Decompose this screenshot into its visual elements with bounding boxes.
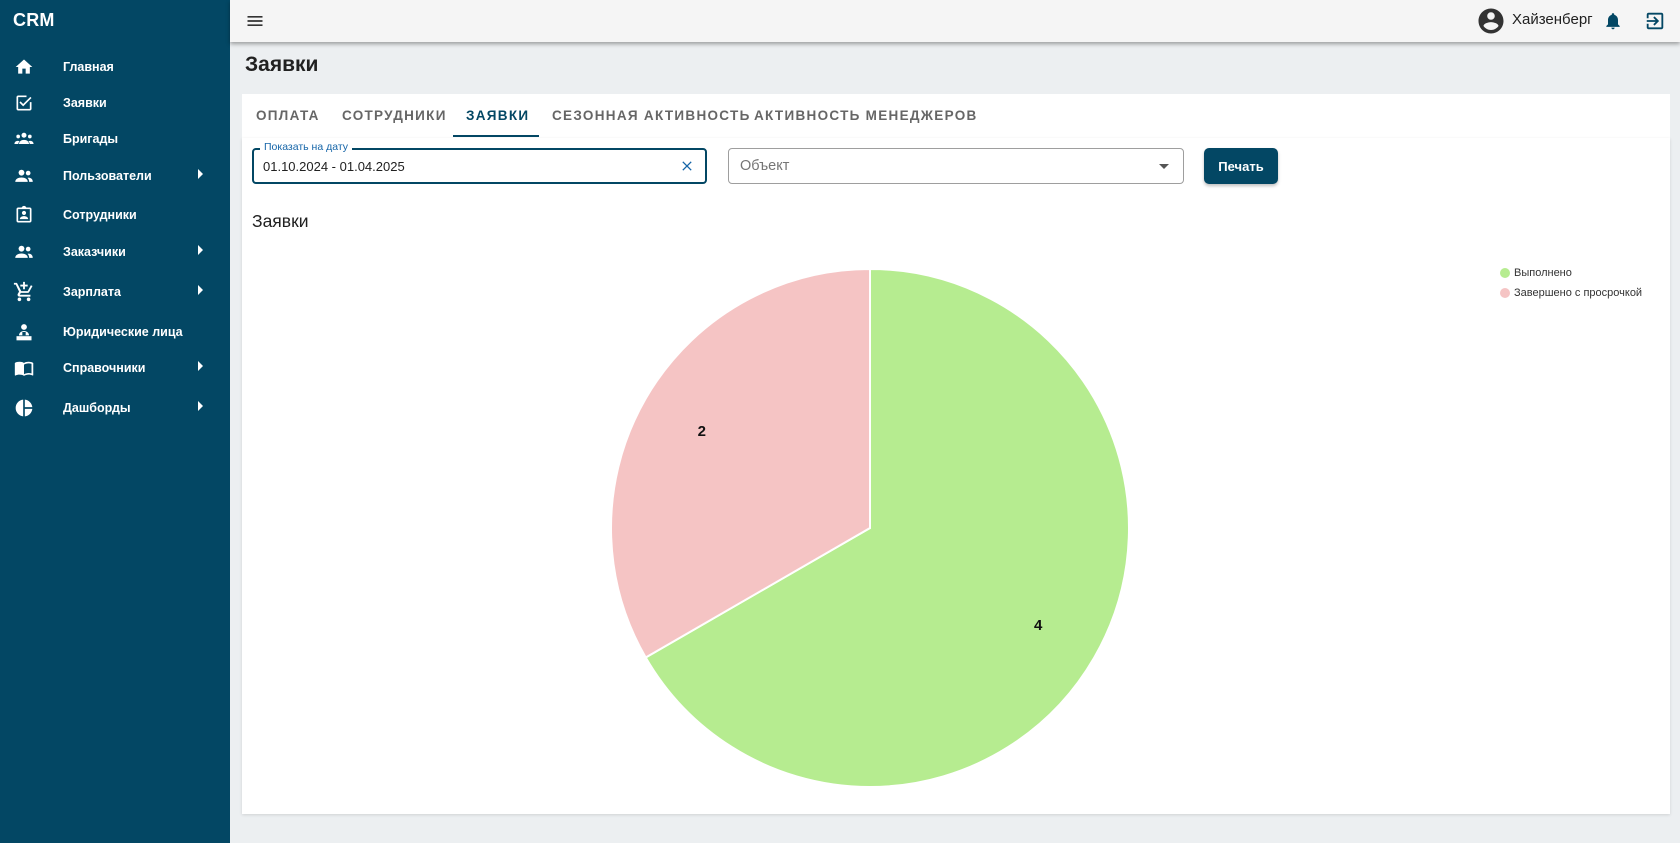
- tab-bar: Оплата Сотрудники Заявки Сезонная активн…: [242, 94, 1670, 138]
- home-icon: [12, 56, 36, 78]
- tab-payment[interactable]: Оплата: [256, 108, 320, 123]
- sidebar-item-users[interactable]: Пользователи: [0, 158, 230, 194]
- dropdown-arrow-icon: [1159, 164, 1169, 169]
- sidebar: CRM Главная Заявки Бригады Пользователи …: [0, 0, 230, 843]
- object-select[interactable]: Объект: [728, 148, 1184, 184]
- pie-slice-0[interactable]: [644, 267, 1130, 788]
- caret-right-icon: [198, 169, 203, 179]
- print-button[interactable]: Печать: [1204, 148, 1278, 184]
- book-icon: [12, 357, 36, 379]
- chart-title: Заявки: [252, 211, 309, 231]
- sidebar-item-label: Сотрудники: [63, 208, 137, 222]
- tab-manager-activity[interactable]: Активность менеджеров: [754, 108, 978, 123]
- sidebar-item-label: Главная: [63, 60, 114, 74]
- user-name[interactable]: Хайзенберг: [1512, 11, 1593, 28]
- page-title: Заявки: [245, 53, 319, 76]
- sidebar-item-label: Справочники: [63, 361, 146, 375]
- tab-employees[interactable]: Сотрудники: [342, 108, 447, 123]
- cart-icon: [12, 281, 36, 303]
- clipboard-icon: [12, 204, 36, 226]
- pie-icon: [12, 397, 36, 419]
- legend-label: Выполнено: [1514, 267, 1572, 279]
- chart-legend: Выполнено Завершено с просрочкой: [1500, 263, 1642, 303]
- brand-logo[interactable]: CRM: [13, 10, 55, 30]
- logout-icon[interactable]: [1644, 10, 1666, 32]
- date-field-value[interactable]: 01.10.2024 - 01.04.2025: [263, 159, 405, 174]
- hamburger-icon: [247, 16, 263, 26]
- tab-seasonal-activity[interactable]: Сезонная активность: [552, 108, 751, 123]
- sidebar-item-references[interactable]: Справочники: [0, 350, 230, 386]
- sidebar-item-salary[interactable]: Зарплата: [0, 274, 230, 310]
- date-field-label: Показать на дату: [260, 141, 353, 153]
- sidebar-item-label: Заявки: [63, 96, 107, 110]
- tab-requests[interactable]: Заявки: [466, 108, 530, 123]
- pie-slice-1[interactable]: [610, 267, 871, 659]
- sidebar-item-label: Юридические лица: [63, 325, 183, 339]
- caret-right-icon: [198, 245, 203, 255]
- legend-item-done[interactable]: Выполнено: [1500, 263, 1642, 283]
- object-select-placeholder: Объект: [740, 158, 790, 174]
- sidebar-item-label: Пользователи: [63, 169, 152, 183]
- legend-label: Завершено с просрочкой: [1514, 287, 1643, 299]
- sidebar-item-home[interactable]: Главная: [0, 49, 230, 85]
- group-icon: [12, 128, 36, 150]
- person-desk-icon: [12, 321, 36, 343]
- caret-right-icon: [198, 361, 203, 371]
- pie-slice-label-0: 4: [1034, 617, 1043, 634]
- topbar: Хайзенберг: [230, 0, 1680, 42]
- legend-item-late[interactable]: Завершено с просрочкой: [1500, 283, 1642, 303]
- sidebar-item-dashboards[interactable]: Дашборды: [0, 390, 230, 426]
- people-icon: [12, 165, 36, 187]
- avatar-icon[interactable]: [1476, 6, 1506, 36]
- active-tab-indicator: [453, 135, 539, 137]
- pie-slice-label-1: 2: [698, 423, 706, 440]
- caret-right-icon: [198, 401, 203, 411]
- caret-right-icon: [198, 285, 203, 295]
- sidebar-item-customers[interactable]: Заказчики: [0, 234, 230, 270]
- sidebar-item-brigades[interactable]: Бригады: [0, 121, 230, 157]
- sidebar-item-requests[interactable]: Заявки: [0, 85, 230, 121]
- checkbox-icon: [12, 92, 36, 114]
- sidebar-item-label: Зарплата: [63, 285, 121, 299]
- pie-chart: 42: [610, 267, 1130, 788]
- sidebar-item-label: Заказчики: [63, 245, 126, 259]
- sidebar-item-label: Бригады: [63, 132, 119, 146]
- legend-dot: [1500, 268, 1510, 278]
- legend-dot: [1500, 288, 1510, 298]
- sidebar-item-employees[interactable]: Сотрудники: [0, 197, 230, 233]
- clear-icon[interactable]: [679, 158, 695, 174]
- people-icon: [12, 241, 36, 263]
- bell-icon[interactable]: [1603, 11, 1623, 31]
- menu-toggle-button[interactable]: [244, 11, 266, 31]
- sidebar-item-legal-entities[interactable]: Юридические лица: [0, 314, 230, 350]
- date-range-field[interactable]: Показать на дату 01.10.2024 - 01.04.2025: [252, 141, 707, 184]
- sidebar-item-label: Дашборды: [63, 401, 131, 415]
